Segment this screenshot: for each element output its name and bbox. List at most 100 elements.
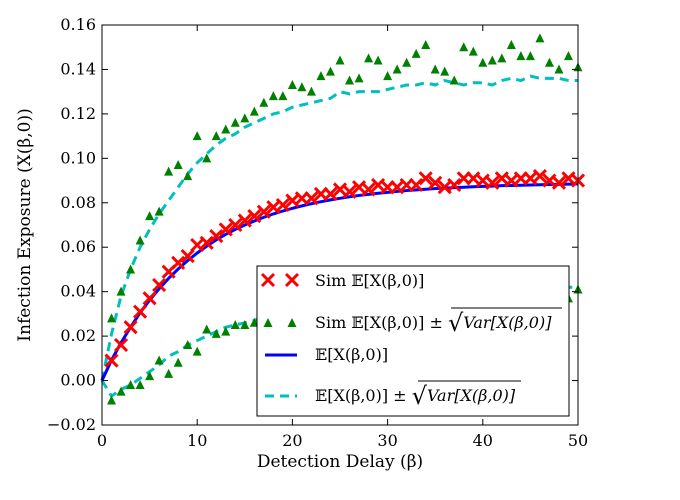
plot-frame — [101, 24, 579, 426]
sim-mean-point-stroke — [275, 197, 290, 213]
sim-mean-point — [152, 277, 167, 293]
legend-label-band-prefix: 𝔼[X(β,0)] ± — [315, 386, 412, 405]
sim-mean-point — [104, 353, 119, 368]
sim-upper-band-point — [497, 53, 507, 63]
sim-upper-band-point — [373, 55, 383, 65]
sim-mean-point-stroke — [485, 175, 500, 190]
sim-upper-band-point — [411, 48, 421, 58]
sim-mean-point-stroke — [361, 182, 376, 197]
legend-box — [256, 265, 570, 417]
sim-mean-point-stroke — [171, 255, 186, 270]
sim-mean-point-stroke — [551, 175, 567, 190]
sim-mean-point — [304, 191, 319, 206]
sim-lower-band-point — [135, 380, 145, 389]
legend-label-sim-band-radicand: Var[X(β,0)] — [463, 313, 552, 332]
sim-upper-band-point — [535, 33, 545, 43]
sim-mean-point — [171, 255, 186, 270]
sim-upper-band-point — [135, 235, 145, 245]
sim-mean-point-stroke — [123, 320, 138, 335]
sim-upper-band-point — [449, 75, 459, 85]
sim-mean-point-stroke — [504, 173, 519, 188]
sim-lower-band-point — [154, 355, 164, 365]
sim-upper-band-point — [126, 264, 136, 274]
sim-mean-point-stroke — [209, 229, 224, 244]
analytic-upper-band-line — [100, 74, 578, 381]
sim-lower-band-point — [116, 386, 126, 396]
sim-mean-point-stroke — [342, 184, 357, 199]
x-tick-label: 0 — [97, 431, 107, 450]
sim-upper-band-point — [287, 80, 297, 89]
sim-lower-band-point — [240, 320, 250, 329]
sim-upper-band-point — [316, 71, 326, 81]
sim-mean-point-stroke — [266, 200, 281, 215]
sim-mean-point — [418, 171, 433, 186]
y-tick-label: −0.02 — [47, 415, 96, 434]
y-tick-label: 0.16 — [60, 15, 96, 34]
x-tick-label: 20 — [282, 431, 302, 450]
sim-upper-band-point — [354, 73, 364, 83]
legend-marker-sim-mean — [260, 272, 300, 288]
sim-upper-band-point — [516, 51, 526, 61]
sim-mean-point — [323, 186, 338, 201]
sim-lower-band-point — [164, 368, 174, 378]
legend-label-band: 𝔼[X(β,0)] ± √Var[X(β,0)] — [315, 382, 516, 410]
sim-mean-point-stroke — [199, 235, 214, 250]
sim-upper-band-point — [278, 91, 288, 101]
sim-mean-point — [113, 337, 129, 353]
sim-mean-point — [237, 213, 252, 228]
sim-mean-point-stroke — [532, 169, 547, 184]
plot-content — [100, 33, 586, 405]
sim-lower-band-point — [230, 320, 240, 329]
sim-mean-point — [199, 235, 214, 250]
sim-mean-point — [142, 291, 157, 306]
sim-mean-point — [361, 182, 376, 197]
sim-mean-point — [447, 177, 462, 193]
legend-label-sim-band-prefix: Sim 𝔼[X(β,0)] ± — [315, 313, 448, 332]
sim-mean-point — [551, 175, 567, 190]
sim-mean-point-stroke — [256, 204, 271, 219]
sim-upper-band-point — [402, 57, 412, 67]
x-axis-label: Detection Delay (β) — [257, 452, 423, 472]
sim-mean-point-stroke — [428, 175, 443, 190]
sim-lower-band-point — [145, 371, 155, 381]
legend-label-mean: 𝔼[X(β,0)] — [315, 345, 388, 364]
sim-mean-point-stroke — [418, 171, 433, 186]
sim-mean-point-stroke — [437, 180, 452, 195]
sim-upper-band-point — [164, 166, 174, 176]
sim-upper-band-point — [183, 171, 193, 181]
sim-upper-band-point — [487, 55, 497, 65]
sim-upper-band-point — [421, 40, 431, 49]
y-tick-label: 0.14 — [60, 59, 96, 78]
sim-mean-point-stroke — [133, 304, 148, 319]
sim-mean-point-stroke — [447, 177, 462, 193]
sim-upper-band-point — [145, 211, 155, 221]
sim-lower-band-point — [173, 357, 183, 367]
sim-upper-band-point — [154, 206, 164, 216]
x-tick-label: 30 — [377, 431, 397, 450]
sim-mean-point-stroke — [218, 222, 233, 237]
sim-upper-band-point — [297, 82, 307, 92]
sim-upper-band-point — [525, 51, 535, 61]
sim-upper-band-point — [192, 131, 202, 141]
sim-upper-band-point — [268, 91, 278, 101]
sim-mean-point-stroke — [113, 337, 129, 353]
sim-mean-point — [180, 249, 195, 264]
sim-upper-band-point — [468, 46, 478, 56]
sim-mean-point — [428, 175, 443, 190]
sim-upper-band-point — [430, 64, 440, 74]
sim-mean-point-stroke — [523, 171, 538, 186]
sim-upper-band-point — [325, 66, 335, 76]
legend-label-sim-band: Sim 𝔼[X(β,0)] ± √Var[X(β,0)] — [315, 309, 552, 337]
sim-upper-band-point — [211, 131, 221, 141]
legend-label-sim-mean: Sim 𝔼[X(β,0)] — [315, 271, 424, 290]
sim-mean-point — [133, 304, 148, 319]
sim-upper-band-point — [345, 75, 355, 85]
sim-upper-band-point — [230, 117, 240, 127]
sim-upper-band-point — [259, 97, 269, 107]
sim-upper-band-point — [506, 40, 516, 49]
sim-mean-point-stroke — [390, 180, 405, 195]
sim-upper-band-point — [173, 160, 183, 169]
sim-mean-point — [218, 222, 233, 237]
sim-mean-point — [275, 197, 290, 213]
